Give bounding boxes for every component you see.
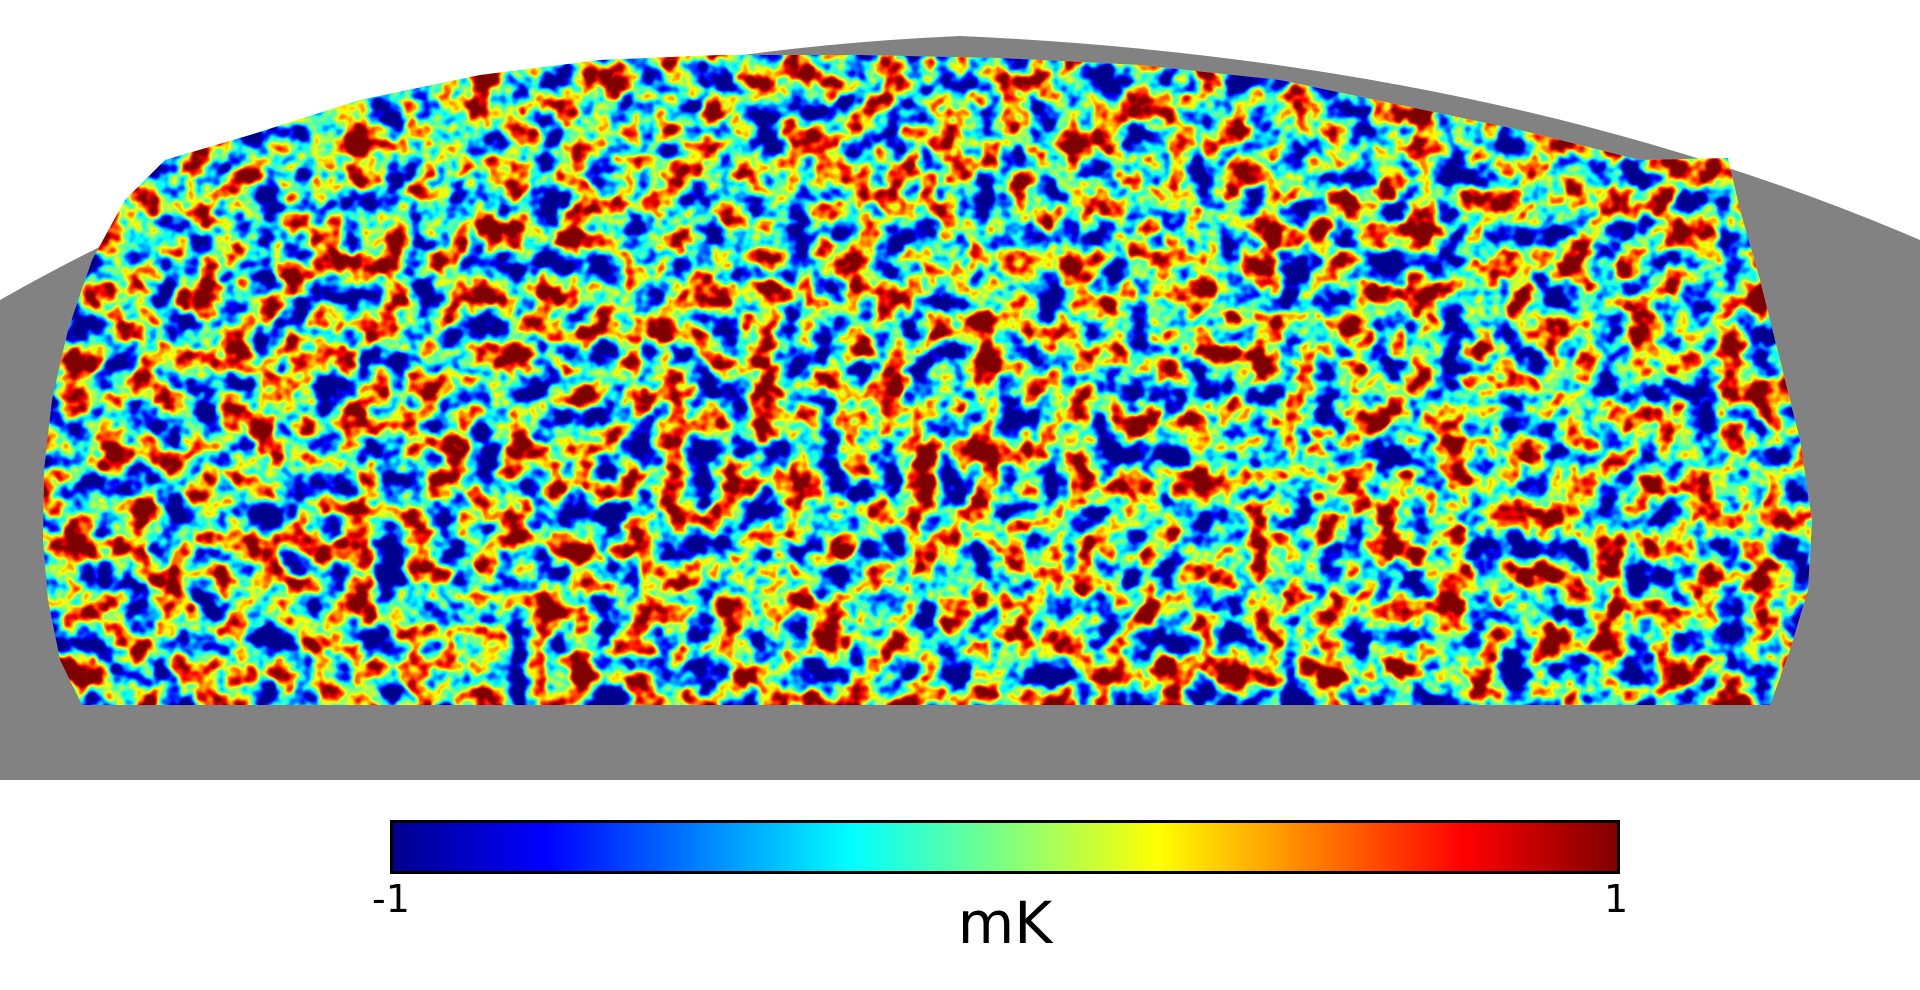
sky-map [0, 36, 1920, 780]
colorbar-gradient [393, 823, 1617, 871]
temperature-field [43, 55, 1812, 705]
colorbar-max-label: 1 [1604, 877, 1629, 921]
colorbar-min-label: -1 [372, 877, 410, 921]
colorbar-unit-label: mK [957, 889, 1053, 957]
colorbar [390, 820, 1620, 874]
